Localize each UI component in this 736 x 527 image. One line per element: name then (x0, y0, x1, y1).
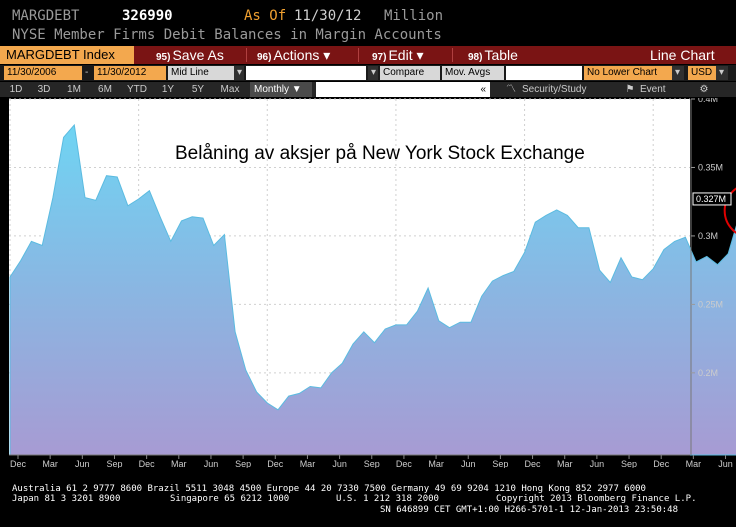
period-ytd[interactable]: YTD (127, 84, 147, 95)
frequency-select[interactable]: Monthly ▼ (250, 82, 312, 97)
table-number: 98) (468, 52, 483, 63)
table-button[interactable]: 98) Table (468, 46, 518, 64)
x-month-label: Mar (686, 459, 702, 468)
highlight-circle (723, 187, 736, 234)
table-label: Table (484, 47, 518, 63)
chevron-down-icon[interactable]: ▾ (234, 66, 244, 80)
footer-singapore: Singapore 65 6212 1000 (170, 494, 290, 504)
footer-phones: Australia 61 2 9777 8600 Brazil 5511 304… (12, 484, 646, 494)
x-month-label: Dec (653, 459, 670, 468)
chart-svg: Belåning av aksjer på New York Stock Exc… (9, 98, 736, 468)
x-month-label: Jun (461, 459, 476, 468)
period-5y[interactable]: 5Y (191, 84, 205, 95)
x-axis: Dec Mar Jun Sep Dec Mar Jun Sep Dec Mar Jun Sep Dec M… (9, 454, 733, 468)
chevron-down-icon[interactable]: ▾ (716, 66, 728, 80)
y-tick-label: 0.35M (698, 162, 723, 172)
x-month-label: Sep (106, 459, 122, 468)
last-value-box (692, 192, 732, 206)
period-max[interactable]: Max (220, 84, 240, 95)
edit-button[interactable]: 97) Edit ▾ (372, 46, 424, 64)
period-6m[interactable]: 6M (98, 84, 112, 95)
x-month-label: Dec (139, 459, 156, 468)
event-button[interactable]: Event (640, 84, 666, 95)
x-month-label: Dec (10, 459, 27, 468)
compare-button[interactable]: Compare (380, 66, 440, 80)
actions-button[interactable]: 96) Actions ▾ (257, 46, 330, 64)
y-tick-label: 0.2M (698, 368, 718, 378)
chart-type-label[interactable]: Line Chart (650, 47, 715, 63)
period-row: 1D 3D 1M 6M YTD 1Y 5Y Max Monthly ▼ « 〽 … (0, 82, 736, 97)
end-date-input[interactable]: 11/30/2012 (94, 66, 166, 80)
security-input[interactable] (246, 66, 366, 80)
y-tick-label: 0.4M (698, 98, 718, 104)
footer-us: U.S. 1 212 318 2000 (336, 494, 439, 504)
toolbar-divider (452, 48, 453, 62)
x-month-label: Jun (332, 459, 347, 468)
period-1y[interactable]: 1Y (161, 84, 175, 95)
x-month-label: Sep (621, 459, 637, 468)
chevron-down-icon[interactable]: ▾ (368, 66, 378, 80)
y-tick-label: 0.25M (698, 299, 723, 309)
chart-title: Belåning av aksjer på New York Stock Exc… (175, 143, 585, 164)
x-month-label: Sep (492, 459, 508, 468)
function-toolbar: MARGDEBT Index 95) Save As 96) Actions ▾ 9… (0, 46, 736, 64)
date-dash: - (85, 67, 89, 78)
event-flag-icon: ⚑ (625, 84, 635, 95)
x-month-label: Dec (525, 459, 542, 468)
x-month-label: Jun (204, 459, 219, 468)
area-series (9, 123, 736, 456)
x-month-label: Jun (75, 459, 90, 468)
actions-label: Actions ▾ (273, 47, 331, 63)
period-1m[interactable]: 1M (67, 84, 81, 95)
edit-number: 97) (372, 52, 387, 63)
gear-icon[interactable]: ⚙ (699, 84, 709, 95)
unit-label: Million (384, 8, 444, 24)
start-date-input[interactable]: 11/30/2006 (4, 66, 82, 80)
save-as-number: 95) (156, 52, 171, 63)
controls-row: 11/30/2006 - 11/30/2012 Mid Line ▾ ▾ Com… (0, 65, 736, 81)
last-value-marker: 0.327M (692, 192, 732, 206)
toolbar-divider (358, 48, 359, 62)
x-month-label: Sep (364, 459, 380, 468)
footer-copyright: Copyright 2013 Bloomberg Finance L.P. (496, 494, 697, 504)
last-value-label: 0.327M (696, 194, 726, 204)
y-tick-label: 0.3M (698, 231, 718, 241)
chevron-down-icon[interactable]: ▾ (672, 66, 684, 80)
actions-number: 96) (257, 52, 272, 63)
series-description: NYSE Member Firms Debit Balances in Marg… (12, 27, 442, 43)
x-month-label: Mar (171, 459, 187, 468)
x-month-label: Jun (590, 459, 605, 468)
scroll-field[interactable]: « (316, 82, 490, 97)
period-1d[interactable]: 1D (9, 84, 23, 95)
footer-japan: Japan 81 3 3201 8900 (12, 494, 121, 504)
ticker-label: MARGDEBT (12, 8, 80, 24)
blank-field[interactable] (506, 66, 582, 80)
x-month-label: Dec (396, 459, 413, 468)
mov-avgs-button[interactable]: Mov. Avgs (442, 66, 504, 80)
index-label[interactable]: MARGDEBT Index (0, 46, 134, 64)
line-mode-select[interactable]: Mid Line (168, 66, 234, 80)
x-month-label: Jun (718, 459, 733, 468)
currency-select[interactable]: USD (688, 66, 716, 80)
period-3d[interactable]: 3D (37, 84, 51, 95)
lower-chart-select[interactable]: No Lower Chart (584, 66, 672, 80)
save-as-label: Save As (172, 47, 224, 63)
security-study-button[interactable]: Security/Study (522, 84, 587, 95)
chart-line-icon: 〽 (506, 84, 516, 95)
x-month-label: Dec (267, 459, 284, 468)
current-value: 326990 (122, 8, 173, 24)
x-month-label: Mar (557, 459, 573, 468)
as-of-label: As Of (244, 8, 287, 24)
x-month-label: Mar (42, 459, 58, 468)
x-month-label: Sep (235, 459, 251, 468)
x-month-label: Mar (300, 459, 316, 468)
toolbar-divider (246, 48, 247, 62)
as-of-date: 11/30/12 (294, 8, 362, 24)
footer-session: SN 646899 CET GMT+1:00 H266-5701-1 12-Ja… (380, 505, 679, 515)
edit-label: Edit ▾ (388, 47, 424, 63)
y-axis: 0.2M 0.25M 0.3M 0.35M 0.4M (690, 98, 723, 455)
save-as-button[interactable]: 95) Save As (156, 46, 224, 64)
x-month-label: Mar (428, 459, 444, 468)
